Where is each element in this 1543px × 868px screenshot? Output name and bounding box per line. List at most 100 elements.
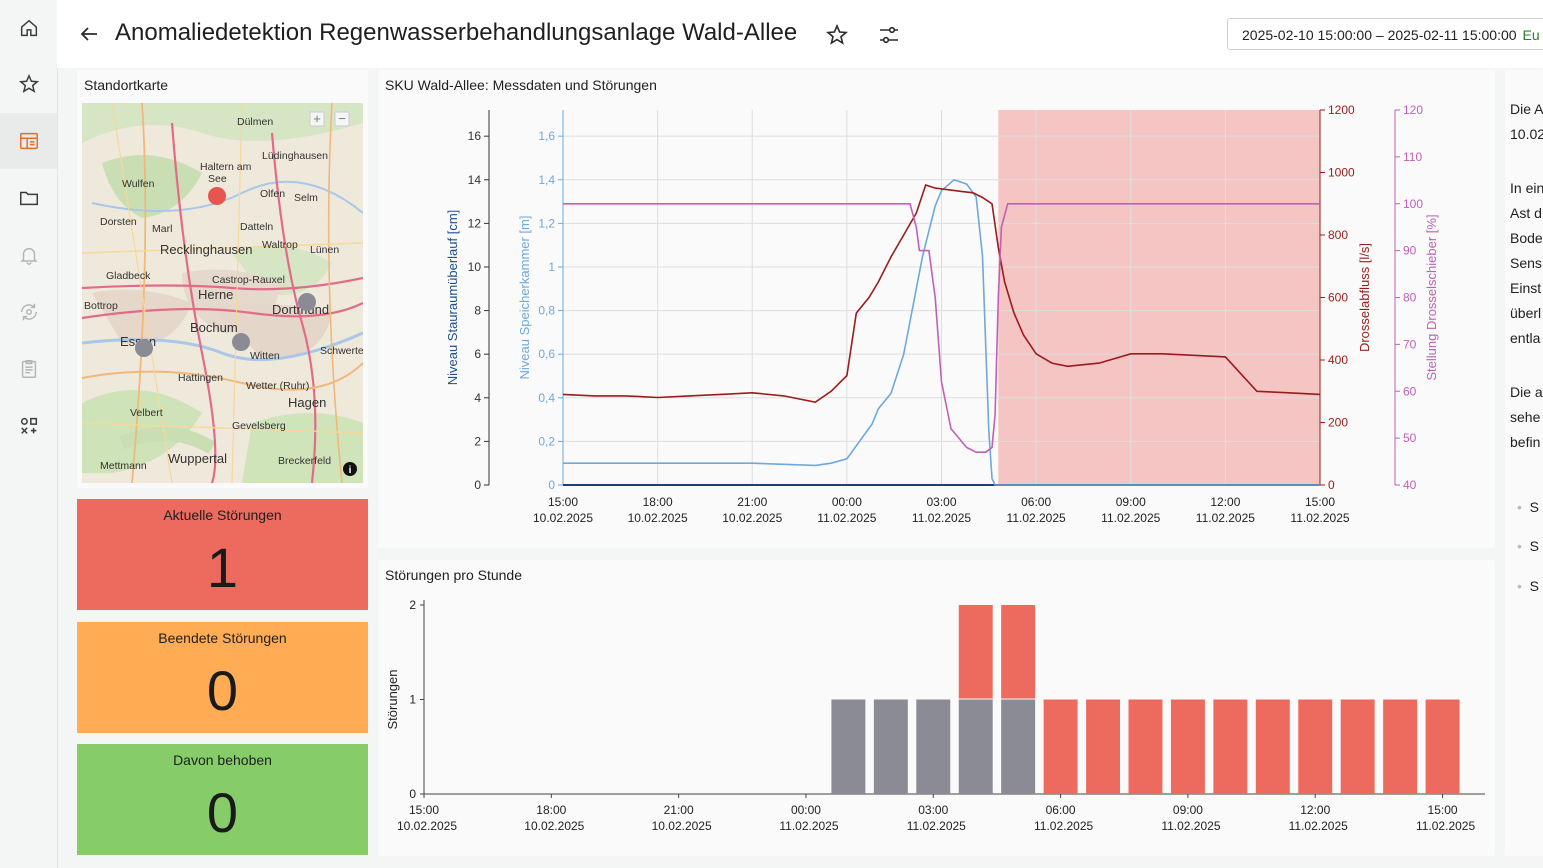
map-marker[interactable] (232, 333, 250, 351)
bar (1255, 699, 1290, 794)
y-tick-label: 2 (409, 598, 416, 612)
stat-value: 0 (206, 659, 239, 722)
stat-label: Aktuelle Störungen (163, 507, 282, 523)
chart-title: SKU Wald-Allee: Messdaten und Störungen (385, 77, 657, 93)
clipboard-icon[interactable] (0, 341, 57, 397)
map-place-label: Lünen (310, 244, 339, 256)
bar (1425, 699, 1460, 794)
x-tick-label: 11.02.2025 (779, 819, 838, 833)
folder-icon[interactable] (0, 170, 57, 226)
description-line: Die a (1510, 384, 1543, 400)
x-tick-label: 11.02.2025 (1101, 511, 1160, 525)
map-place-label: Datteln (240, 221, 273, 233)
map-place-label: Gladbeck (106, 270, 151, 282)
description-bullet: • S (1517, 499, 1540, 515)
y-tick-label: 600 (1328, 291, 1348, 305)
x-tick-label: 00:00 (832, 495, 862, 509)
tools-icon[interactable] (0, 398, 57, 454)
axis-title: Drosselabfluss [l/s] (1357, 243, 1372, 352)
x-tick-label: 11.02.2025 (1196, 511, 1255, 525)
svg-text:+: + (313, 111, 321, 126)
x-tick-label: 15:00 (1428, 803, 1458, 817)
dashboard-header: Anomaliedetektion Regenwasserbehandlungs… (57, 0, 1543, 68)
x-tick-label: 18:00 (643, 495, 673, 509)
back-arrow-icon[interactable] (77, 22, 101, 46)
anomaly-band (998, 110, 1320, 485)
time-range-value: 2025-02-10 15:00:00 – 2025-02-11 15:00:0… (1242, 27, 1517, 43)
description-line: Einst (1510, 280, 1542, 296)
stat-value: 0 (206, 781, 239, 844)
y-tick-label: 1,6 (538, 129, 555, 143)
axis-title: Stellung Drosselschieber [%] (1424, 214, 1439, 380)
y-tick-label: 0 (548, 478, 555, 492)
bar (1340, 699, 1375, 794)
time-range-picker[interactable]: 2025-02-10 15:00:00 – 2025-02-11 15:00:0… (1227, 18, 1543, 50)
y-tick-label: 10 (468, 260, 482, 274)
x-tick-label: 11.02.2025 (1290, 511, 1349, 525)
description-bullet: • S (1517, 578, 1540, 594)
map-place-label: Velbert (130, 407, 163, 419)
y-tick-label: 120 (1403, 103, 1423, 117)
y-tick-label: 1200 (1328, 103, 1355, 117)
stat-resolved-faults: Davon behoben 0 (77, 744, 368, 855)
svg-text:i: i (349, 465, 352, 476)
bar (958, 605, 993, 699)
bar (831, 699, 866, 794)
x-tick-label: 06:00 (1046, 803, 1076, 817)
y-tick-label: 0 (409, 787, 416, 801)
info-icon[interactable] (343, 462, 357, 476)
y-tick-label: 2 (474, 434, 481, 448)
stat-value: 1 (206, 536, 239, 599)
map-place-label: Gevelsberg (232, 420, 286, 432)
x-tick-label: 21:00 (737, 495, 767, 509)
axis-title: Niveau Stauraumüberlauf [cm] (445, 210, 460, 386)
favorite-star-icon[interactable] (825, 23, 849, 47)
y-tick-label: 8 (474, 304, 481, 318)
y-tick-label: 1,4 (538, 173, 555, 187)
home-icon[interactable] (0, 0, 57, 56)
description-line: 10.02 (1510, 126, 1543, 142)
x-tick-label: 11.02.2025 (1007, 511, 1066, 525)
map-place-label: Olfen (260, 188, 285, 200)
description-line: entla (1510, 330, 1541, 346)
x-tick-label: 12:00 (1210, 495, 1240, 509)
y-tick-label: 6 (474, 347, 481, 361)
description-line: Sens (1510, 255, 1542, 271)
stat-label: Beendete Störungen (158, 630, 287, 646)
x-tick-label: 11.02.2025 (912, 511, 971, 525)
bar (1170, 699, 1205, 794)
map-place-label: Castrop-Rauxel (212, 274, 285, 286)
map-place-label: Schwerte (320, 345, 363, 357)
y-tick-label: 14 (468, 173, 482, 187)
x-tick-label: 03:00 (926, 495, 956, 509)
dashboard-icon[interactable] (0, 113, 57, 169)
zoom-out-button[interactable] (334, 111, 350, 127)
y-tick-label: 40 (1403, 478, 1417, 492)
y-tick-label: 16 (468, 129, 482, 143)
location-map[interactable]: Dülmen Haltern am See Lüdinghausen Wulfen Olf… (82, 103, 363, 483)
refresh-gear-icon[interactable] (0, 284, 57, 340)
map-place-label: Herne (198, 287, 233, 302)
x-tick-label: 18:00 (536, 803, 566, 817)
x-tick-label: 11.02.2025 (907, 819, 966, 833)
description-line: sehe (1510, 409, 1541, 425)
map-marker[interactable] (135, 339, 153, 357)
map-place-label: Breckerfeld (278, 455, 331, 467)
bar (958, 699, 993, 794)
bar (1001, 605, 1036, 699)
y-tick-label: 0,4 (538, 391, 555, 405)
star-icon[interactable] (0, 56, 57, 112)
y-tick-label: 0 (474, 478, 481, 492)
settings-sliders-icon[interactable] (877, 23, 901, 47)
x-tick-label: 21:00 (664, 803, 694, 817)
zoom-in-button[interactable] (309, 111, 325, 127)
measurement-chart[interactable]: 15:00 10.02.2025 18:00 10.02.2025 21:00 10.02… (378, 70, 1495, 548)
x-tick-label: 09:00 (1116, 495, 1146, 509)
y-tick-label: 0,8 (538, 304, 555, 318)
page-title: Anomaliedetektion Regenwasserbehandlungs… (115, 19, 798, 46)
bell-icon[interactable] (0, 227, 57, 283)
map-place-label: Marl (152, 223, 172, 235)
faults-per-hour-chart[interactable]: 0 1 2 Störungen 15:00 10.02.2025 18:00 10.02.20… (378, 560, 1495, 856)
map-marker-alarm[interactable] (208, 187, 226, 205)
map-marker[interactable] (298, 293, 316, 311)
